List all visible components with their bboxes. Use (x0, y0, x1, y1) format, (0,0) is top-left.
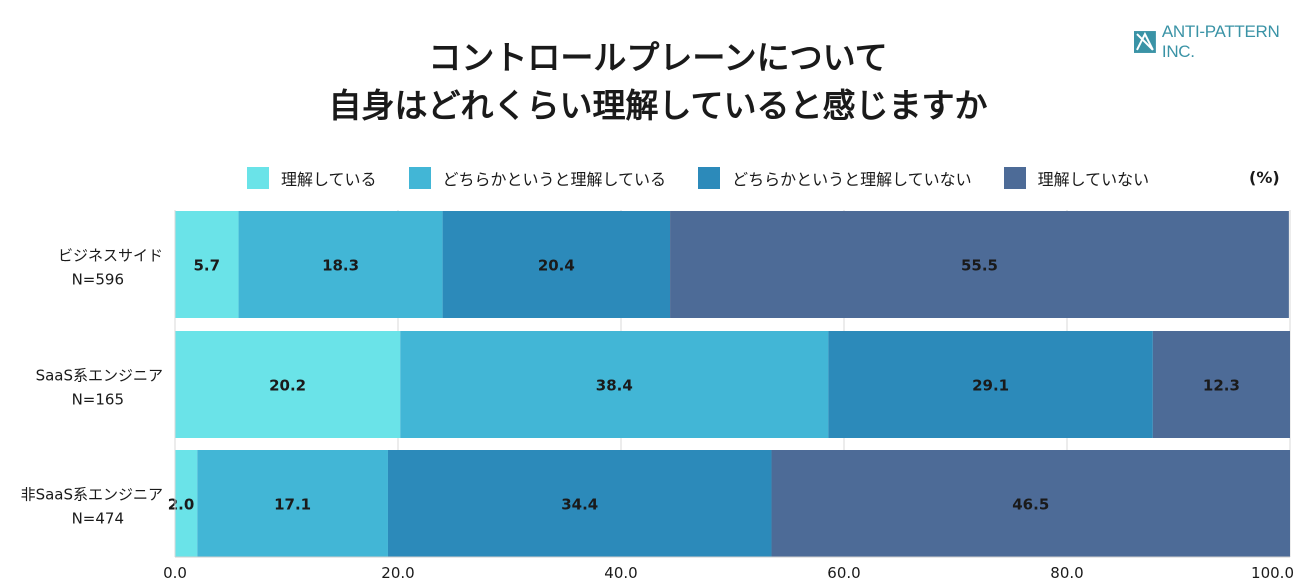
bar-segment (771, 450, 1290, 557)
legend-swatch (1003, 167, 1026, 189)
legend-label: どちらかというと理解している (442, 170, 667, 189)
data-label: 55.5 (961, 257, 998, 275)
data-label: 38.4 (596, 377, 633, 395)
legend-item: どちらかというと理解している (408, 166, 667, 190)
x-tick-label: 100.0 (1251, 564, 1294, 582)
data-label: 46.5 (1012, 496, 1049, 514)
anti-pattern-mark-icon (1134, 31, 1156, 53)
bar-segment (828, 331, 1153, 438)
data-label: 34.4 (561, 496, 598, 514)
category-label: ビジネスサイド (58, 247, 163, 265)
legend-label: 理解していない (1037, 170, 1150, 189)
bar-segment (175, 331, 401, 438)
category-label: 非SaaS系エンジニア (21, 486, 163, 504)
category-n-label: N=596 (72, 271, 124, 289)
category-n-label: N=165 (72, 391, 124, 409)
chart-legend: 理解している どちらかというと理解している どちらかというと理解していない 理解してい… (247, 166, 1181, 190)
bar-segment (670, 211, 1289, 318)
x-tick-label: 0.0 (163, 564, 187, 582)
data-label: 17.1 (274, 496, 311, 514)
bar-segment (400, 331, 829, 438)
x-tick-label: 20.0 (381, 564, 414, 582)
bar-segment (1152, 331, 1290, 438)
logo-text: ANTI-PATTERN INC. (1161, 22, 1280, 61)
legend-item: どちらかというと理解していない (698, 166, 972, 190)
data-label: 20.2 (269, 377, 306, 395)
category-label: SaaS系エンジニア (36, 367, 163, 385)
data-label: 29.1 (972, 377, 1009, 395)
bar-segment (442, 211, 671, 318)
legend-item: 理解している (247, 166, 377, 190)
legend-item: 理解していない (1003, 166, 1150, 190)
bar-segment (238, 211, 443, 318)
data-label: 5.7 (193, 257, 220, 275)
legend-swatch (698, 167, 721, 189)
bar-segment (175, 211, 239, 318)
bar-segment (387, 450, 772, 557)
data-label: 12.3 (1203, 377, 1240, 395)
legend-swatch (247, 167, 269, 189)
category-n-label: N=474 (72, 510, 124, 528)
x-tick-label: 60.0 (827, 564, 860, 582)
data-label: 20.4 (538, 257, 575, 275)
chart-title-line1: コントロールプレーンについて (428, 38, 888, 77)
legend-label: どちらかというと理解していない (732, 170, 972, 189)
bar-segment (197, 450, 388, 557)
legend-label: 理解している (281, 170, 377, 189)
unit-label: (%) (1249, 168, 1280, 187)
data-label: 18.3 (322, 257, 359, 275)
data-label: 2.0 (168, 496, 195, 514)
x-tick-label: 40.0 (604, 564, 637, 582)
x-tick-label: 80.0 (1050, 564, 1083, 582)
legend-swatch (408, 167, 431, 189)
brand-logo: ANTI-PATTERN INC. (1134, 22, 1316, 62)
chart-title-line2: 自身はどれくらい理解していると感じますか (328, 86, 988, 125)
bar-segment (175, 450, 198, 557)
